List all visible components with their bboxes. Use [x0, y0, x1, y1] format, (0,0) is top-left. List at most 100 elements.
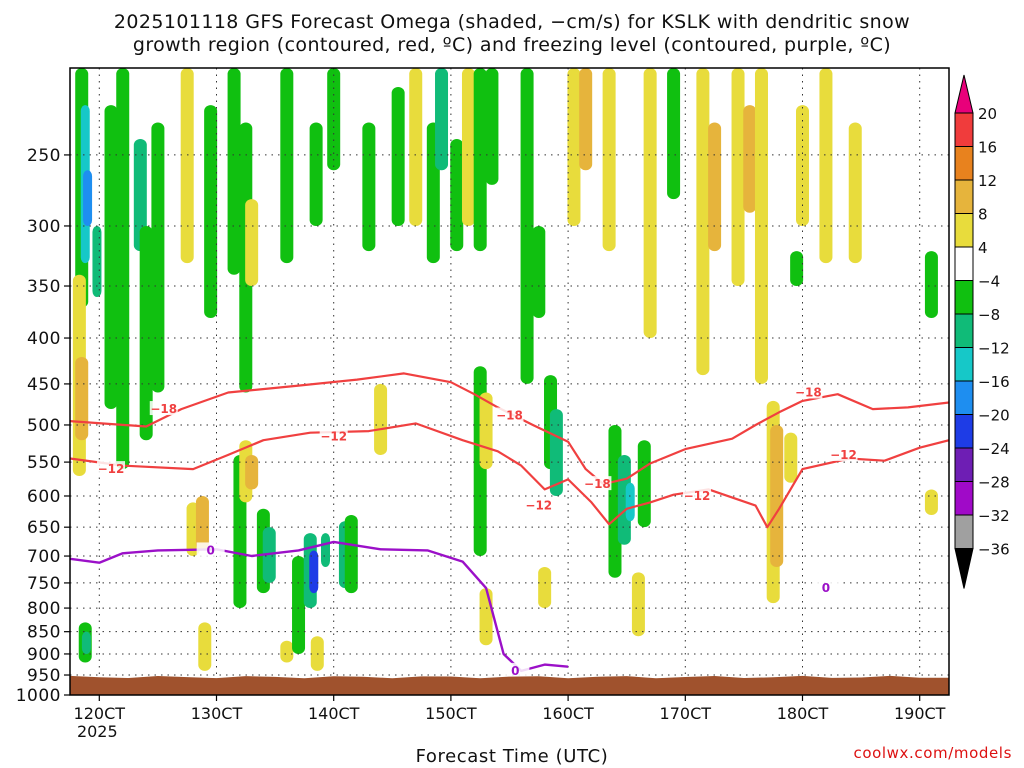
x-tick-label: 130CT	[191, 704, 243, 723]
source-credit[interactable]: coolwx.com/models	[853, 744, 1012, 762]
contour-label: −18	[795, 385, 822, 399]
colorbar-bin	[954, 313, 974, 348]
omega-cell	[520, 68, 534, 384]
y-tick-label: 850	[27, 623, 61, 643]
colorbar-label: −32	[978, 507, 1010, 525]
y-tick-label: 550	[27, 453, 61, 473]
omega-cell	[696, 68, 710, 376]
omega-cell	[133, 139, 147, 252]
contour-label-bg	[811, 580, 840, 595]
omega-cell	[708, 122, 722, 252]
omega-cell	[180, 68, 194, 264]
colorbar-label: 4	[978, 239, 988, 257]
colorbar-overflow-bottom	[954, 548, 974, 589]
omega-cell	[195, 495, 209, 551]
contour-label-bg	[97, 461, 126, 476]
omega-cell	[227, 68, 241, 275]
x-tick-label: 160CT	[542, 704, 594, 723]
omega-cell	[245, 199, 259, 287]
omega-cell	[391, 87, 405, 226]
colorbar-label: −8	[978, 306, 1000, 324]
colorbar-label: −12	[978, 340, 1010, 358]
contour-label-bg	[495, 407, 524, 422]
omega-cell	[637, 440, 651, 528]
colorbar-bin	[954, 246, 974, 281]
omega-cell	[643, 68, 657, 339]
y-tick-label: 700	[27, 547, 61, 567]
y-tick-label: 500	[27, 416, 61, 436]
y-tick-label: 350	[27, 277, 61, 297]
colorbar-overflow-top	[954, 74, 974, 114]
contour-red-line	[70, 422, 949, 529]
colorbar-label: 12	[978, 172, 997, 190]
colorbar-bin	[954, 179, 974, 214]
y-tick-label: 600	[27, 487, 61, 507]
omega-cell	[549, 409, 563, 496]
omega-cell	[473, 68, 487, 252]
colorbar-bin	[954, 481, 974, 516]
omega-cell	[579, 68, 593, 171]
colorbar-label: −4	[978, 273, 1000, 291]
omega-cell	[784, 432, 798, 483]
x-tick-label: 120CT	[74, 704, 126, 723]
colorbar-label: −28	[978, 474, 1010, 492]
plot-frame	[69, 67, 950, 696]
colorbar-bin	[954, 280, 974, 315]
contour-label: −18	[496, 409, 523, 423]
colorbar-bin	[954, 514, 974, 549]
omega-cell	[309, 122, 323, 226]
omega-cell	[75, 357, 89, 441]
y-tick-label: 250	[27, 146, 61, 166]
contour-label: 0	[206, 543, 214, 557]
omega-cell	[83, 170, 93, 226]
omega-cell	[924, 489, 938, 516]
colorbar-label: 16	[978, 139, 997, 157]
omega-cell	[198, 622, 212, 671]
y-tick-label: 800	[27, 599, 61, 619]
y-tick-label: 950	[27, 666, 61, 686]
omega-cell	[743, 105, 757, 213]
omega-cell	[327, 68, 341, 171]
omega-cell	[139, 225, 153, 441]
omega-cell	[409, 68, 423, 226]
colorbar-bin	[954, 447, 974, 482]
omega-cell	[374, 383, 388, 455]
omega-cell	[320, 533, 330, 568]
colorbar-label: −36	[978, 541, 1010, 559]
x-tick-year-label: 2025	[77, 722, 118, 741]
omega-cell	[344, 515, 358, 594]
colorbar-bin	[954, 146, 974, 181]
y-tick-label: 1000	[16, 686, 61, 706]
contour-label-bg	[794, 384, 823, 399]
omega-cell	[538, 567, 552, 609]
omega-cell	[280, 640, 294, 663]
y-tick-label: 650	[27, 518, 61, 538]
x-tick-label: 150CT	[425, 704, 477, 723]
omega-cell	[450, 139, 464, 252]
contour-label-bg	[524, 497, 553, 512]
omega-cell	[280, 68, 294, 264]
colorbar-bin	[954, 380, 974, 415]
contour-label: 0	[822, 581, 830, 595]
contour-label: −18	[150, 402, 177, 416]
contour-label: −12	[320, 429, 347, 443]
chart-title-line1: 2025101118 GFS Forecast Omega (shaded, −…	[113, 11, 911, 33]
contour-label: −12	[684, 489, 711, 503]
contour-label-bg	[583, 476, 612, 491]
contour-label: −12	[98, 462, 125, 476]
colorbar-bin	[954, 112, 974, 147]
chart-title-line2: growth region (contoured, red, ºC) and f…	[132, 34, 892, 56]
x-tick-label: 140CT	[308, 704, 360, 723]
colorbar-bin	[954, 347, 974, 382]
y-tick-label: 900	[27, 645, 61, 665]
omega-cell	[631, 572, 645, 637]
colorbar-bin	[954, 213, 974, 248]
omega-cell	[245, 454, 259, 490]
omega-cell	[292, 556, 306, 654]
omega-cell	[485, 68, 499, 185]
contour-label-bg	[501, 662, 530, 677]
omega-cell	[790, 251, 804, 287]
contour-label: 0	[511, 664, 519, 678]
colorbar-label: 20	[978, 105, 997, 123]
